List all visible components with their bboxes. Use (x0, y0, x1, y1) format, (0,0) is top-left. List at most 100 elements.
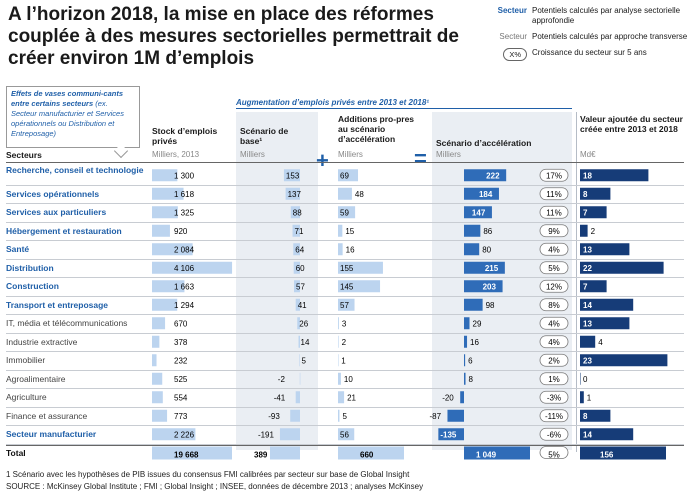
separator-va (576, 112, 577, 452)
banner-line (236, 108, 572, 109)
accel-value-label: 203 (483, 282, 497, 291)
growth-value-label: 12% (546, 282, 562, 291)
total-base-label: 389 (254, 451, 268, 460)
accel-bar (464, 206, 492, 219)
base-value-label: -41 (274, 393, 286, 402)
total-accel-label: 1 049 (476, 451, 497, 460)
row-divider (6, 258, 684, 260)
base-value-label: 14 (301, 338, 310, 347)
stock-bar (152, 206, 178, 219)
va-bar (580, 224, 588, 237)
growth-pill (539, 427, 569, 441)
va-value-label: 7 (583, 208, 588, 217)
add-value-label: 16 (346, 245, 355, 254)
growth-pill (539, 316, 569, 330)
header-va-unit: Md€ (580, 150, 596, 159)
growth-value-label: 5% (548, 264, 560, 273)
accel-value-label: 8 (469, 375, 474, 384)
base-bar (297, 317, 300, 330)
base-value-label: -93 (268, 412, 280, 421)
accel-value-label: 184 (479, 190, 493, 199)
base-value-label: 64 (295, 245, 304, 254)
total-va-bar (580, 446, 666, 460)
total-label: Total (6, 447, 26, 458)
va-bar (580, 298, 634, 311)
growth-value-label: 2% (548, 356, 560, 365)
stock-bar (152, 428, 196, 441)
stock-value-label: 554 (174, 393, 188, 402)
row-divider (6, 184, 684, 186)
row-divider (6, 388, 684, 389)
stock-value-label: 1 618 (174, 190, 195, 199)
sector-label: Hébergement et restauration (6, 225, 122, 236)
row-divider (6, 425, 684, 426)
add-value-label: 155 (340, 264, 354, 273)
header-accel: Scénario d’accélération (436, 138, 532, 148)
shaded-base-column (236, 112, 318, 450)
base-bar (279, 428, 300, 441)
add-value-label: 5 (342, 412, 347, 421)
sector-label: Recherche, conseil et technologie (6, 165, 144, 175)
add-value-label: 2 (342, 338, 347, 347)
legend-item-growth: X% Croissance du secteur sur 5 ans (488, 48, 696, 61)
growth-pill (539, 335, 569, 349)
total-growth-pill (539, 446, 569, 459)
va-bar (580, 409, 611, 422)
va-bar (580, 317, 630, 330)
accel-bar (464, 354, 466, 367)
header-base-unit: Milliers (240, 150, 265, 159)
va-bar (580, 391, 584, 404)
growth-value-label: 4% (548, 319, 560, 328)
add-bar (338, 169, 359, 182)
add-bar (338, 372, 341, 385)
total-add-label: 660 (360, 451, 374, 460)
total-va-label: 156 (600, 451, 614, 460)
va-bar (580, 428, 634, 441)
legend-item-deep: Secteur Potentiels calculés par analyse … (488, 6, 696, 26)
growth-value-label: -6% (547, 430, 561, 439)
va-bar (580, 187, 611, 200)
accel-value-label: 29 (473, 319, 482, 328)
row-divider (6, 314, 684, 315)
va-value-label: 0 (583, 375, 588, 384)
add-bar (338, 261, 383, 274)
stock-bar (152, 317, 166, 330)
base-bar (293, 243, 300, 256)
total-rule (6, 444, 684, 446)
accel-bar (464, 187, 499, 200)
stock-value-label: 2 226 (174, 430, 195, 439)
stock-bar (152, 169, 178, 182)
add-value-label: 59 (340, 208, 349, 217)
stock-bar (152, 261, 233, 274)
header-sectors: Secteurs (6, 150, 42, 160)
va-value-label: 18 (583, 171, 592, 180)
base-value-label: -2 (278, 375, 286, 384)
sector-label: Santé (6, 244, 30, 254)
add-bar (338, 354, 339, 367)
legend-text-transverse: Potentiels calculés par approche transve… (532, 32, 688, 41)
add-bar (338, 187, 352, 200)
base-bar (290, 206, 300, 219)
accel-bar (464, 224, 481, 237)
growth-pill (539, 390, 569, 404)
row-divider (6, 277, 684, 278)
stock-value-label: 1 294 (174, 301, 195, 310)
row-divider (6, 221, 684, 223)
stock-value-label: 378 (174, 338, 188, 347)
base-bar (294, 280, 300, 293)
sector-label: Services opérationnels (6, 188, 100, 199)
add-bar (338, 317, 339, 330)
sector-label: Agriculture (6, 392, 47, 402)
growth-pill (539, 353, 569, 367)
va-bar (580, 335, 596, 348)
stock-value-label: 1 663 (174, 282, 195, 291)
base-value-label: 41 (298, 301, 307, 310)
va-value-label: 14 (583, 301, 592, 310)
growth-value-label: 11% (546, 208, 561, 217)
row-divider (6, 240, 684, 241)
total-base-bar (270, 446, 300, 460)
base-bar (292, 224, 300, 237)
add-bar (338, 243, 343, 256)
stock-value-label: 525 (174, 375, 188, 384)
